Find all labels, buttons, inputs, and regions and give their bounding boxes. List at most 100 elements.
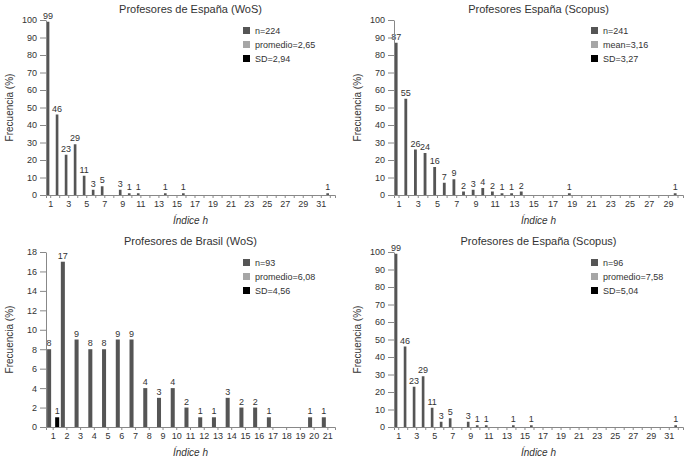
- y-tick: 12: [27, 306, 46, 316]
- x-tick-label: 19: [556, 431, 566, 441]
- x-tick-mark: [515, 427, 516, 430]
- bar: [395, 254, 398, 427]
- legend-swatch: [591, 41, 598, 48]
- x-tick-mark: [579, 427, 580, 430]
- legend-label: n=241: [603, 26, 628, 36]
- x-tick: [581, 195, 582, 198]
- y-tick: 80: [375, 282, 394, 292]
- y-tick: 16: [27, 267, 46, 277]
- x-tick: 13: [502, 427, 512, 441]
- x-tick-mark: [158, 195, 159, 198]
- data-label: 1: [673, 182, 678, 192]
- legend-swatch: [591, 259, 598, 266]
- data-label: 87: [391, 32, 401, 42]
- x-tick-label: 29: [298, 199, 308, 209]
- data-label: 99: [43, 11, 53, 21]
- bar: [491, 192, 494, 196]
- y-tick: 80: [27, 50, 46, 60]
- bar: [55, 417, 59, 427]
- x-tick-mark: [167, 195, 168, 198]
- panel: 9946232911353111110102030405060708090100…: [4, 3, 336, 226]
- legend-item: SD=4,56: [243, 286, 290, 296]
- x-tick: [552, 427, 553, 430]
- y-tick-mark: [40, 20, 46, 21]
- bar: [75, 340, 79, 428]
- y-tick-mark: [40, 388, 46, 389]
- y-tick-label: 60: [375, 317, 385, 327]
- x-tick-mark: [642, 427, 643, 430]
- bar: [83, 176, 86, 195]
- y-tick-label: 90: [27, 33, 37, 43]
- y-tick-label: 4: [32, 383, 37, 393]
- x-tick-label: 12: [199, 431, 209, 441]
- y-tick: 30: [375, 370, 394, 380]
- x-tick: 1: [396, 427, 401, 441]
- y-tick-mark: [388, 305, 394, 306]
- x-tick-label: 15: [240, 431, 250, 441]
- x-tick-label: 6: [119, 431, 124, 441]
- legend-swatch: [243, 273, 250, 280]
- x-tick: 4: [92, 427, 97, 441]
- y-tick: 10: [27, 173, 46, 183]
- y-tick: 20: [27, 155, 46, 165]
- legend-item: SD=5,04: [591, 286, 638, 296]
- y-tick-label: 12: [27, 306, 37, 316]
- y-tick-mark: [388, 252, 394, 253]
- x-tick: 7: [454, 195, 459, 209]
- data-label: 3: [118, 179, 123, 189]
- x-tick-label: 11: [491, 199, 500, 209]
- x-tick-label: 17: [548, 199, 558, 209]
- x-tick: [515, 427, 516, 430]
- x-tick: 1: [48, 195, 53, 209]
- x-tick: 25: [610, 427, 620, 441]
- bar: [182, 193, 185, 195]
- x-tick-label: 27: [628, 431, 638, 441]
- x-tick: [276, 195, 277, 198]
- x-tick: 19: [567, 195, 577, 209]
- chart-title: Profesores España (Scopus): [468, 3, 609, 15]
- x-tick: 9: [161, 427, 166, 441]
- x-tick-label: 7: [133, 431, 138, 441]
- x-tick: [624, 427, 625, 430]
- x-tick: [185, 195, 186, 198]
- x-tick: 15: [240, 427, 250, 441]
- y-tick: 60: [27, 85, 46, 95]
- x-tick: [461, 427, 462, 430]
- bar: [414, 150, 417, 196]
- x-tick: 23: [244, 195, 254, 209]
- legend-label: SD=5,04: [603, 286, 638, 296]
- bar: [462, 192, 465, 196]
- x-tick-label: 18: [282, 431, 292, 441]
- bar: [267, 417, 271, 427]
- x-tick: 17: [548, 195, 558, 209]
- x-tick-label: 23: [592, 431, 602, 441]
- y-tick-mark: [388, 375, 394, 376]
- y-tick: 8: [32, 345, 46, 355]
- x-tick-mark: [581, 195, 582, 198]
- x-tick-mark: [267, 195, 268, 198]
- chart-title: Profesores de España (Scopus): [461, 235, 617, 247]
- legend-label: SD=4,56: [255, 286, 290, 296]
- data-label: 2: [239, 397, 244, 407]
- x-tick: 7: [133, 427, 138, 441]
- x-tick-mark: [135, 427, 136, 430]
- x-tick-mark: [176, 195, 177, 198]
- x-tick-label: 11: [136, 199, 145, 209]
- plot: 9946232911353111110102030405060708090100…: [4, 11, 336, 226]
- data-label: 29: [70, 133, 80, 143]
- x-tick-label: 31: [664, 431, 674, 441]
- legend-swatch: [591, 287, 598, 294]
- legend-swatch: [243, 27, 250, 34]
- x-tick-label: 5: [106, 431, 111, 441]
- bar: [395, 43, 398, 195]
- x-tick-label: 5: [84, 199, 89, 209]
- x-tick-mark: [131, 195, 132, 198]
- x-tick: [639, 195, 640, 198]
- y-tick-mark: [40, 108, 46, 109]
- x-tick-mark: [488, 427, 489, 430]
- x-tick-mark: [163, 427, 164, 430]
- y-tick-label: 6: [32, 364, 37, 374]
- bar: [413, 387, 416, 427]
- x-tick-mark: [447, 195, 448, 198]
- x-tick-label: 31: [316, 199, 326, 209]
